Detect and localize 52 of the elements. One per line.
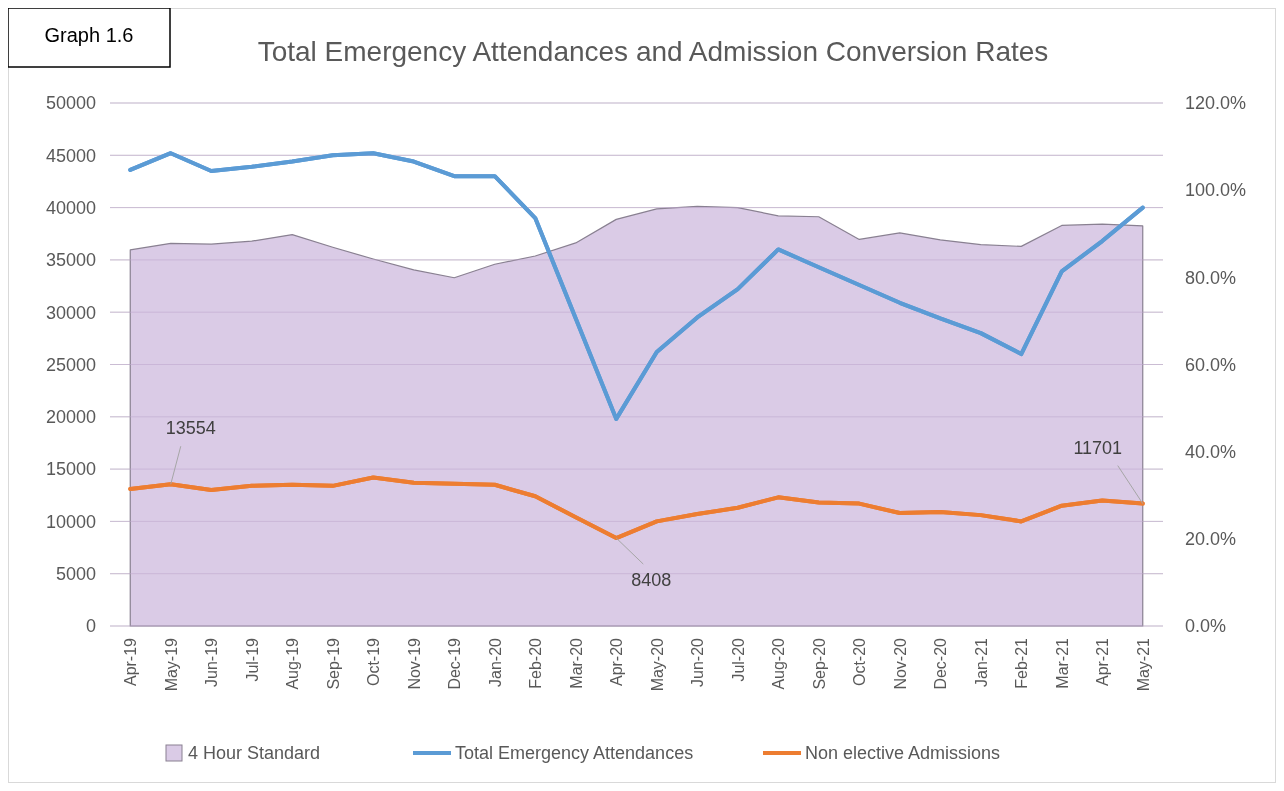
x-tick-label: Dec-20	[932, 637, 950, 690]
x-tick-label: Apr-19	[122, 637, 140, 687]
x-tick-label: May-21	[1134, 637, 1152, 692]
legend-label: Non elective Admissions	[805, 743, 1001, 764]
y2-tick-label: 20.0%	[1185, 529, 1237, 550]
x-tick-label: Oct-20	[851, 637, 869, 687]
x-tick-label: Apr-20	[608, 637, 626, 687]
x-tick-label: Mar-20	[567, 637, 585, 689]
x-tick-label: Feb-20	[527, 637, 545, 689]
y-tick-label: 0	[85, 616, 96, 637]
y-tick-label: 25000	[45, 354, 96, 375]
chart-title: Total Emergency Attendances and Admission Conversion Rates	[257, 36, 1049, 67]
x-tick-label: Sep-20	[810, 637, 828, 690]
y2-tick-label: 0.0%	[1185, 616, 1227, 637]
y-tick-label: 5000	[55, 564, 96, 584]
y2-tick-label: 120.0%	[1185, 93, 1247, 114]
y2-tick-label: 80.0%	[1185, 267, 1237, 288]
y-tick-label: 15000	[45, 459, 96, 480]
y2-tick-label: 100.0%	[1185, 180, 1247, 201]
y2-tick-label: 60.0%	[1185, 354, 1237, 375]
x-tick-label: Apr-21	[1094, 637, 1112, 687]
x-tick-label: Aug-19	[284, 637, 302, 690]
x-tick-label: May-20	[648, 637, 666, 692]
y-tick-label: 10000	[45, 511, 96, 532]
y-tick-label: 40000	[45, 197, 96, 218]
x-tick-label: Sep-19	[324, 637, 342, 690]
x-tick-label: Feb-21	[1013, 637, 1031, 689]
x-tick-label: Aug-20	[770, 637, 788, 690]
y-tick-label: 45000	[45, 145, 96, 166]
y-tick-label: 50000	[45, 93, 96, 114]
y2-tick-label: 40.0%	[1185, 441, 1237, 462]
y-tick-label: 20000	[45, 407, 96, 428]
legend-label: Total Emergency Attendances	[455, 743, 694, 764]
data-label: 11701	[1073, 437, 1123, 458]
caption: Graph 1.6	[44, 24, 134, 46]
x-tick-label: Oct-19	[365, 637, 383, 687]
x-tick-label: Jul-20	[729, 637, 747, 682]
x-tick-label: Jul-19	[243, 637, 261, 682]
x-tick-label: Jan-20	[486, 637, 504, 687]
data-label: 13554	[165, 418, 216, 439]
x-tick-label: Mar-21	[1053, 637, 1071, 689]
data-label: 8408	[631, 570, 672, 591]
x-tick-label: Nov-19	[405, 637, 423, 690]
x-tick-label: Jun-20	[689, 637, 707, 687]
x-tick-label: Jan-21	[972, 637, 990, 687]
x-tick-label: Dec-19	[446, 637, 464, 690]
x-tick-label: Jun-19	[203, 637, 221, 687]
x-tick-label: Nov-20	[891, 637, 909, 690]
x-tick-label: May-19	[162, 637, 180, 692]
y-tick-label: 30000	[45, 302, 96, 323]
legend-label: 4 Hour Standard	[188, 743, 321, 764]
y-tick-label: 35000	[45, 250, 96, 271]
